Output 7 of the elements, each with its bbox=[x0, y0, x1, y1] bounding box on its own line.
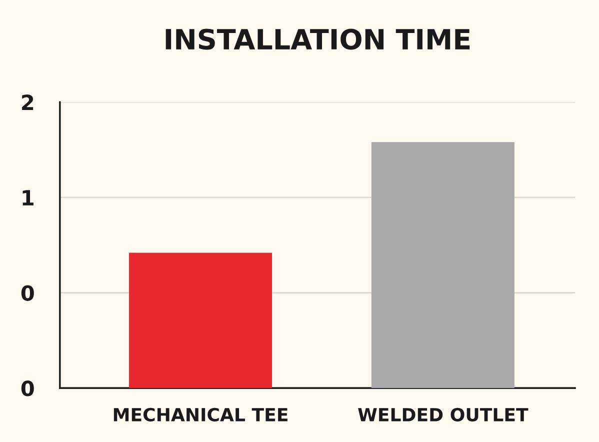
chart-title: INSTALLATION TIME bbox=[166, 28, 470, 50]
x-tick-label: MECHANICAL TEE bbox=[114, 408, 288, 422]
y-tick-label: 2 bbox=[22, 94, 34, 110]
x-tick-label: WELDED OUTLET bbox=[358, 408, 528, 422]
y-tick-label: 0 bbox=[21, 285, 34, 301]
y-tick-label: 0 bbox=[21, 380, 34, 396]
y-tick-label: 1 bbox=[22, 190, 34, 206]
